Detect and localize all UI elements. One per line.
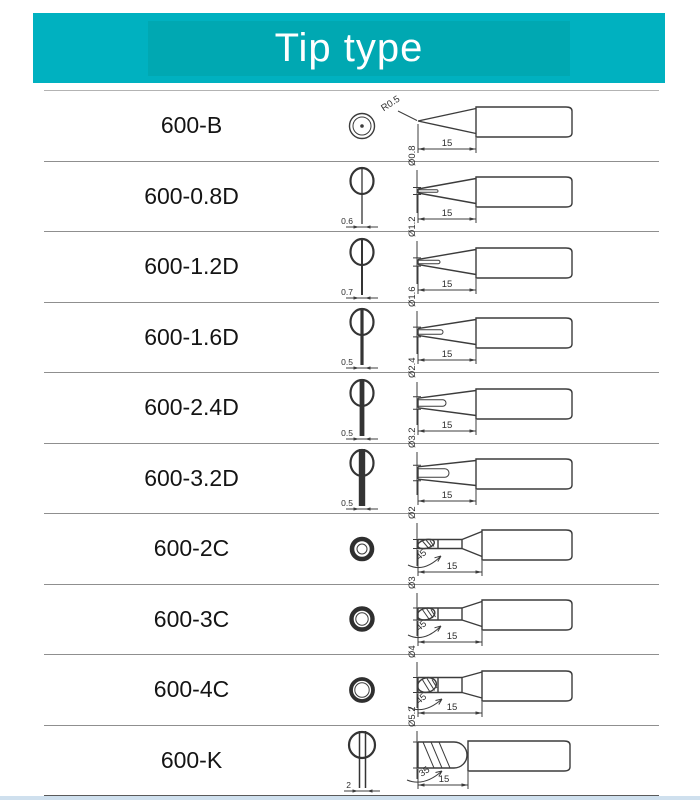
side-view-drawing: R0.5 15: [379, 94, 573, 153]
length-label: 15: [442, 420, 453, 431]
page-title: Tip type: [274, 25, 424, 70]
length-label: 15: [447, 561, 458, 572]
length-label: 15: [447, 631, 458, 642]
front-view-icon-chisel: 0.5: [341, 378, 378, 441]
side-view-drawing: Ø4 45 15: [407, 645, 573, 717]
length-label: 15: [442, 138, 453, 149]
row-label: 600-K: [160, 746, 223, 773]
table-row: 600-K 2 Ø5.2 35 15: [44, 707, 659, 796]
row-label: 600-0.8D: [144, 182, 239, 209]
table-row: 600-3.2D 0.5 Ø3.2 15: [44, 428, 659, 514]
side-view-drawing: Ø2 45 15: [407, 506, 573, 576]
side-view-drawing: Ø0.8 15: [407, 146, 573, 224]
diameter-label: Ø2.4: [407, 357, 418, 378]
front-view-icon-conical: [348, 112, 375, 139]
row-label: 600-3.2D: [144, 464, 239, 491]
table-row: 600-4C Ø4 45 15: [44, 645, 659, 725]
angle-label: 45: [414, 619, 429, 634]
length-label: 15: [442, 208, 453, 219]
angle-label: 45: [414, 547, 429, 562]
side-view-drawing: Ø2.4 15: [407, 357, 573, 435]
front-view-icon-chisel: 0.5: [341, 449, 378, 511]
header-banner-inner: [148, 21, 570, 76]
table-row: 600-1.6D 0.5 Ø1.6 15: [44, 287, 659, 373]
diameter-label: Ø3.2: [407, 428, 418, 449]
side-view-drawing: Ø3.2 15: [407, 428, 573, 506]
front-width-label: 0.6: [341, 216, 353, 226]
front-width-label: 0.5: [341, 428, 353, 438]
length-label: 15: [447, 702, 458, 713]
front-view-icon-chisel: 0.6: [341, 167, 378, 229]
diameter-label: Ø1.6: [407, 287, 418, 308]
side-view-drawing: Ø3 45 15: [407, 577, 573, 647]
front-view-icon-bevel: [348, 606, 375, 632]
front-width-label: 0.5: [341, 357, 353, 367]
length-label: 15: [442, 349, 453, 360]
tip-table: 600-B R0.5 15 600-0.8D: [44, 90, 659, 797]
diameter-label: Ø1.2: [407, 216, 418, 237]
row-label: 600-3C: [153, 605, 230, 632]
front-view-icon-chisel: 0.7: [341, 237, 378, 300]
table-row: 600-2C Ø2 45 15: [44, 506, 659, 584]
front-width-label: 0.5: [341, 498, 353, 508]
table-row: 600-B R0.5 15: [44, 90, 659, 161]
length-label: 15: [442, 279, 453, 290]
side-view-drawing: Ø1.6 15: [407, 287, 573, 365]
angle-label: 35: [417, 765, 432, 780]
front-view-icon-bevel: [349, 536, 374, 562]
row-label: 600-2C: [153, 535, 230, 562]
table-row: 600-3C Ø3 45 15: [44, 577, 659, 655]
header-banner: Tip type: [33, 13, 665, 83]
angle-label: 45: [414, 691, 429, 706]
row-label: 600-1.6D: [144, 323, 239, 350]
table-row: 600-1.2D 0.7 Ø1.2 15: [44, 216, 659, 302]
row-label: 600-2.4D: [144, 394, 239, 421]
bottom-strip: [0, 796, 700, 800]
table-row: 600-0.8D 0.6 Ø0.8 15: [44, 146, 659, 232]
diameter-label: Ø0.8: [407, 146, 418, 167]
row-label: 600-1.2D: [144, 253, 239, 280]
length-label: 15: [442, 490, 453, 501]
row-label: 600-4C: [153, 676, 230, 703]
front-view-icon-bevel: [348, 676, 375, 703]
row-label: 600-B: [160, 112, 223, 139]
diameter-label: Ø2: [407, 506, 418, 519]
side-view-drawing: Ø5.2 35 15: [406, 707, 571, 790]
diameter-label: Ø3: [407, 577, 418, 590]
front-view-icon-chisel: 0.5: [341, 308, 378, 370]
front-view-icon-knife: 2: [343, 731, 380, 793]
front-width-label: 2: [346, 780, 351, 790]
front-width-label: 0.7: [341, 287, 353, 297]
length-label: 15: [439, 774, 450, 785]
side-view-drawing: Ø1.2 15: [407, 216, 573, 294]
table-row: 600-2.4D 0.5 Ø2.4 15: [44, 357, 659, 443]
diameter-label: Ø5.2: [407, 707, 418, 728]
diameter-label: Ø4: [407, 645, 418, 658]
